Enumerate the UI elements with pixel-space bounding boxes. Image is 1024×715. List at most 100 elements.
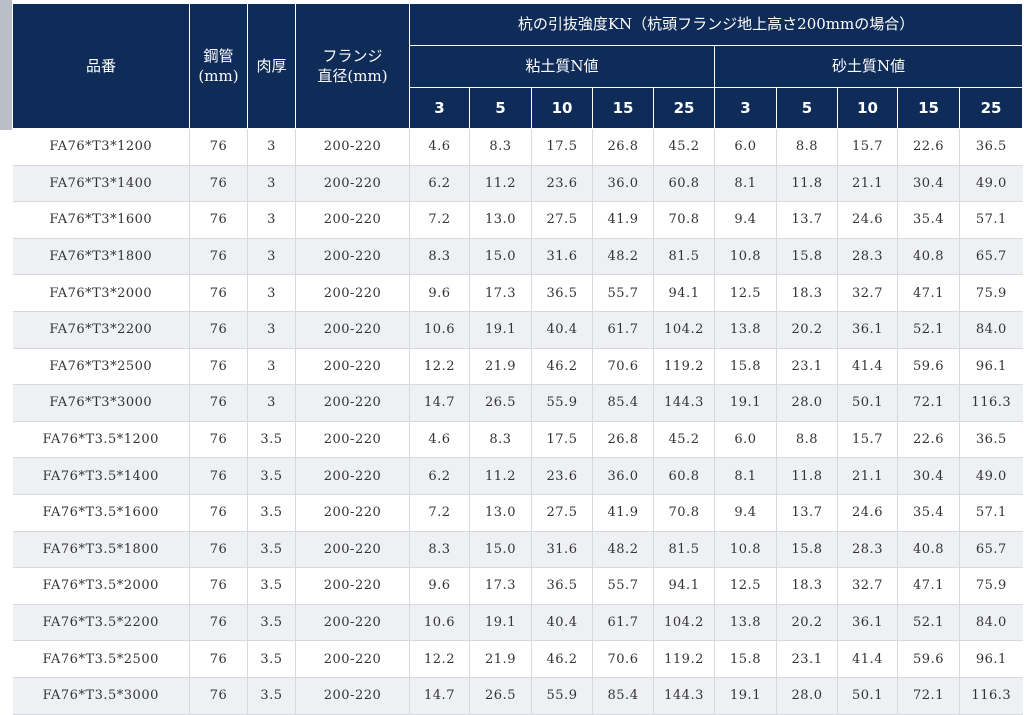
cell-flange-diameter: 200-220 — [295, 457, 410, 495]
cell-steel-pipe: 76 — [189, 677, 248, 715]
cell-sand-n10: 36.1 — [837, 604, 898, 642]
header-steel-pipe-unit: (mm) — [198, 67, 239, 85]
header-n-values-row: 3 5 10 15 25 3 5 10 15 25 — [13, 87, 1024, 129]
cell-sand-n3: 6.0 — [714, 421, 777, 459]
cell-thickness: 3 — [247, 201, 296, 239]
header-sand-n-5: 5 — [776, 87, 838, 129]
cell-sand-n3: 19.1 — [714, 384, 777, 422]
table-row: FA76*T3.5*1400 76 3.5 200-220 6.2 11.2 23.6 36.… — [12, 457, 1023, 495]
cell-thickness: 3.5 — [247, 640, 296, 678]
table-row: FA76*T3*1800 76 3 200-220 8.3 15.0 31.6 48.2 81.… — [12, 238, 1023, 276]
cell-sand-n10: 21.1 — [837, 457, 898, 495]
cell-product-no: FA76*T3.5*1200 — [12, 421, 190, 459]
table-row: FA76*T3.5*1800 76 3.5 200-220 8.3 15.0 31.6 48.… — [12, 531, 1023, 569]
cell-sand-n3: 15.8 — [714, 348, 777, 386]
cell-flange-diameter: 200-220 — [295, 640, 410, 678]
cell-steel-pipe: 76 — [189, 311, 248, 349]
cell-sand-n3: 9.4 — [714, 201, 777, 239]
cell-sand-n5: 18.3 — [776, 274, 838, 312]
cell-steel-pipe: 76 — [189, 531, 248, 569]
cell-clay-n15: 85.4 — [592, 677, 654, 715]
cell-steel-pipe: 76 — [189, 274, 248, 312]
cell-sand-n15: 30.4 — [897, 165, 960, 203]
cell-clay-n10: 31.6 — [531, 238, 593, 276]
cell-clay-n5: 8.3 — [469, 421, 532, 459]
cell-sand-n5: 18.3 — [776, 567, 838, 605]
cell-clay-n3: 12.2 — [409, 640, 470, 678]
cell-sand-n10: 15.7 — [837, 128, 898, 166]
cell-clay-n3: 10.6 — [409, 604, 470, 642]
cell-clay-n10: 17.5 — [531, 128, 593, 166]
cell-clay-n10: 55.9 — [531, 384, 593, 422]
cell-steel-pipe: 76 — [189, 201, 248, 239]
cell-clay-n10: 55.9 — [531, 677, 593, 715]
cell-sand-n15: 47.1 — [897, 567, 960, 605]
table-body: FA76*T3*1200 76 3 200-220 4.6 8.3 17.5 26.8 45.2… — [12, 128, 1023, 715]
cell-thickness: 3.5 — [247, 531, 296, 569]
cell-sand-n5: 11.8 — [776, 165, 838, 203]
cell-clay-n3: 4.6 — [409, 128, 470, 166]
cell-sand-n10: 15.7 — [837, 421, 898, 459]
cell-clay-n5: 15.0 — [469, 238, 532, 276]
header-sand-n-25: 25 — [958, 87, 1024, 129]
cell-sand-n10: 50.1 — [837, 677, 898, 715]
cell-sand-n3: 6.0 — [714, 128, 777, 166]
cell-sand-n3: 13.8 — [714, 311, 777, 349]
cell-flange-diameter: 200-220 — [295, 165, 410, 203]
cell-clay-n3: 12.2 — [409, 348, 470, 386]
cell-clay-n15: 55.7 — [592, 567, 654, 605]
cell-clay-n25: 45.2 — [653, 421, 715, 459]
cell-sand-n15: 72.1 — [897, 384, 960, 422]
cell-sand-n10: 24.6 — [837, 494, 898, 532]
cell-clay-n10: 40.4 — [531, 604, 593, 642]
cell-clay-n3: 14.7 — [409, 677, 470, 715]
cell-thickness: 3.5 — [247, 677, 296, 715]
cell-clay-n15: 61.7 — [592, 604, 654, 642]
cell-sand-n10: 28.3 — [837, 238, 898, 276]
cell-clay-n25: 94.1 — [653, 274, 715, 312]
cell-clay-n3: 10.6 — [409, 311, 470, 349]
cell-sand-n5: 28.0 — [776, 677, 838, 715]
header-clay-n-15: 15 — [592, 87, 654, 129]
cell-thickness: 3 — [247, 311, 296, 349]
cell-sand-n3: 10.8 — [714, 238, 777, 276]
cell-sand-n10: 24.6 — [837, 201, 898, 239]
pile-strength-table: 品番 鋼管 (mm) 肉厚 フランジ 直径(mm) 杭の引抜強度KN（杭頭フラン… — [12, 3, 1024, 715]
cell-thickness: 3.5 — [247, 567, 296, 605]
cell-clay-n3: 14.7 — [409, 384, 470, 422]
left-accent-bar — [0, 0, 12, 130]
cell-clay-n5: 21.9 — [469, 348, 532, 386]
cell-flange-diameter: 200-220 — [295, 494, 410, 532]
cell-sand-n25: 65.7 — [959, 531, 1023, 569]
cell-product-no: FA76*T3.5*1600 — [12, 494, 190, 532]
cell-steel-pipe: 76 — [189, 494, 248, 532]
cell-clay-n25: 60.8 — [653, 165, 715, 203]
cell-sand-n3: 8.1 — [714, 457, 777, 495]
cell-sand-n15: 22.6 — [897, 421, 960, 459]
table-row: FA76*T3.5*3000 76 3.5 200-220 14.7 26.5 55.9 85… — [12, 677, 1023, 715]
table-row: FA76*T3*3000 76 3 200-220 14.7 26.5 55.9 85.4 14… — [12, 384, 1023, 422]
cell-flange-diameter: 200-220 — [295, 201, 410, 239]
cell-steel-pipe: 76 — [189, 165, 248, 203]
cell-clay-n10: 46.2 — [531, 348, 593, 386]
cell-sand-n10: 50.1 — [837, 384, 898, 422]
cell-sand-n3: 13.8 — [714, 604, 777, 642]
cell-thickness: 3 — [247, 165, 296, 203]
cell-sand-n15: 59.6 — [897, 348, 960, 386]
cell-sand-n5: 20.2 — [776, 311, 838, 349]
table-row: FA76*T3*2000 76 3 200-220 9.6 17.3 36.5 55.7 94.… — [12, 274, 1023, 312]
table-row: FA76*T3.5*1200 76 3.5 200-220 4.6 8.3 17.5 26.8… — [12, 421, 1023, 459]
cell-product-no: FA76*T3*1600 — [12, 201, 190, 239]
header-clay-group: 粘土質N値 — [409, 45, 715, 88]
cell-clay-n5: 21.9 — [469, 640, 532, 678]
cell-clay-n15: 41.9 — [592, 201, 654, 239]
cell-sand-n3: 10.8 — [714, 531, 777, 569]
cell-clay-n10: 40.4 — [531, 311, 593, 349]
cell-clay-n10: 36.5 — [531, 567, 593, 605]
cell-clay-n10: 36.5 — [531, 274, 593, 312]
cell-sand-n15: 47.1 — [897, 274, 960, 312]
cell-clay-n10: 17.5 — [531, 421, 593, 459]
cell-clay-n25: 104.2 — [653, 311, 715, 349]
cell-product-no: FA76*T3*1400 — [12, 165, 190, 203]
cell-sand-n3: 12.5 — [714, 274, 777, 312]
